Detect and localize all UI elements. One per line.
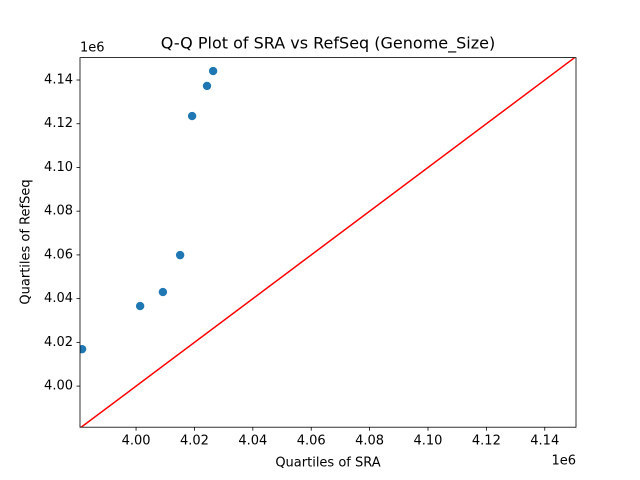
point — [135, 301, 145, 311]
y-tick-label: 4.10 — [44, 160, 73, 175]
y-axis-label: Quartiles of RefSeq — [19, 179, 34, 304]
x-tick-label: 4.02 — [180, 434, 209, 449]
x-tick-label: 4.00 — [122, 434, 151, 449]
y-tick-label: 4.06 — [44, 247, 73, 262]
x-tick-label: 4.08 — [355, 434, 384, 449]
axes: 4.00 4.02 4.04 4.06 4.08 4.10 4.12 4.14 4.00 4.02… — [44, 57, 577, 449]
y-tick-label: 4.12 — [44, 116, 73, 131]
x-tick-label: 4.12 — [472, 434, 501, 449]
x-tick-label: 4.14 — [530, 434, 559, 449]
y-tick-label: 4.00 — [44, 379, 73, 394]
reference-line — [80, 57, 576, 428]
y-tick-label: 4.02 — [44, 335, 73, 350]
y-tick-label: 4.14 — [44, 73, 73, 88]
point — [202, 81, 212, 91]
chart-title: Q-Q Plot of SRA vs RefSeq (Genome_Size) — [161, 34, 495, 54]
x-axis-label: Quartiles of SRA — [275, 456, 380, 471]
plot-area — [80, 57, 576, 428]
x-tick-label: 4.04 — [238, 434, 267, 449]
point — [187, 111, 197, 121]
y-tick-label: 4.08 — [44, 204, 73, 219]
x-offset-label: 1e6 — [551, 454, 576, 469]
point — [158, 287, 168, 297]
axes-frame — [79, 57, 577, 428]
point — [208, 66, 218, 76]
x-tick-label: 4.10 — [414, 434, 443, 449]
x-tick-label: 4.06 — [297, 434, 326, 449]
y-tick-label: 4.04 — [44, 291, 73, 306]
y-offset-label: 1e6 — [80, 41, 105, 56]
point — [80, 344, 87, 354]
point — [175, 250, 185, 260]
